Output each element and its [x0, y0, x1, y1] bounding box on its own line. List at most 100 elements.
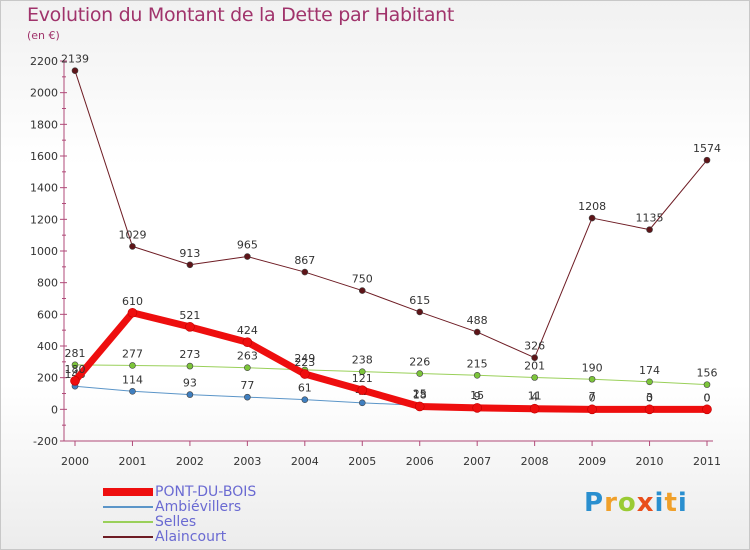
data-label-selles: 201: [524, 360, 545, 373]
data-point-alaincourt: [186, 261, 194, 269]
data-point-alaincourt: [358, 287, 366, 294]
data-point-selles: [416, 370, 424, 377]
data-label-selles: 249: [294, 352, 315, 365]
data-label-pont-du-bois: 0: [646, 391, 653, 404]
legend-label-selles: Selles: [155, 514, 197, 530]
data-label-alaincourt: 867: [294, 254, 315, 267]
y-tick-label: 1200: [30, 213, 58, 226]
y-tick-label: 1400: [30, 182, 58, 195]
data-label-pont-du-bois: 223: [294, 356, 315, 369]
series-line-pont-du-bois: [71, 309, 711, 413]
x-tick-label: 2001: [118, 455, 146, 468]
data-point-alaincourt: [129, 243, 136, 250]
data-point-pont-du-bois: [185, 322, 195, 332]
data-point-selles: [129, 362, 136, 369]
x-tick-label: 2011: [693, 455, 721, 468]
data-label-pont-du-bois: 521: [179, 309, 200, 322]
data-point-selles: [473, 371, 481, 379]
x-tick-label: 2007: [463, 455, 491, 468]
data-label-alaincourt: 1029: [118, 228, 146, 241]
data-point-ambi-villers: [358, 399, 366, 407]
data-label-ambi-villers: 3: [646, 391, 653, 404]
legend-label-ambievillers: Ambiévillers: [155, 499, 242, 515]
x-tick-label: 2006: [406, 455, 434, 468]
data-label-selles: 215: [467, 357, 488, 370]
legend-swatch-selles: [103, 521, 153, 523]
data-label-ambi-villers: 77: [240, 379, 254, 392]
data-point-selles: [186, 362, 194, 370]
data-label-selles: 238: [352, 354, 373, 367]
data-point-selles: [71, 361, 79, 369]
data-label-alaincourt: 750: [352, 273, 373, 286]
data-label-alaincourt: 1574: [693, 142, 721, 155]
data-point-alaincourt: [646, 226, 653, 233]
data-label-pont-du-bois: 18: [413, 388, 427, 401]
x-tick-label: 2003: [233, 455, 261, 468]
data-point-pont-du-bois: [529, 403, 540, 414]
data-label-alaincourt: 488: [467, 314, 488, 327]
data-point-pont-du-bois: [300, 369, 310, 379]
data-label-alaincourt: 2139: [61, 53, 89, 66]
data-label-alaincourt: 913: [179, 247, 200, 260]
data-label-alaincourt: 615: [409, 294, 430, 307]
legend-label-alaincourt: Alaincourt: [155, 529, 227, 545]
data-point-pont-du-bois: [357, 385, 368, 395]
data-point-selles: [244, 364, 251, 371]
data-point-ambi-villers: [244, 393, 251, 401]
data-label-ambi-villers: 25: [413, 387, 427, 400]
data-label-pont-du-bois: 9: [474, 390, 481, 403]
data-label-selles: 273: [179, 348, 200, 361]
y-tick-label: 600: [37, 308, 58, 321]
data-point-pont-du-bois: [644, 404, 655, 415]
x-tick-label: 2004: [291, 455, 319, 468]
proxiti-logo: Proxiti: [584, 488, 688, 518]
x-tick-label: 2000: [61, 455, 89, 468]
data-point-alaincourt: [703, 156, 711, 164]
data-label-pont-du-bois: 0: [704, 391, 711, 404]
data-point-pont-du-bois: [70, 376, 80, 386]
data-label-selles: 277: [122, 347, 143, 360]
data-label-pont-du-bois: 4: [531, 391, 538, 404]
data-label-selles: 174: [639, 364, 660, 377]
data-point-ambi-villers: [129, 387, 136, 395]
data-point-ambi-villers: [186, 391, 194, 398]
legend-swatch-pont-du-bois: [103, 488, 153, 496]
data-point-alaincourt: [301, 268, 309, 276]
data-point-alaincourt: [473, 328, 481, 336]
data-point-alaincourt: [244, 253, 251, 260]
data-point-alaincourt: [588, 214, 596, 222]
data-label-ambi-villers: 15: [470, 389, 484, 402]
data-label-ambi-villers: 11: [528, 390, 542, 403]
legend-swatch-alaincourt: [103, 536, 153, 538]
x-tick-label: 2009: [578, 455, 606, 468]
data-point-pont-du-bois: [472, 403, 482, 413]
data-label-pont-du-bois: 180: [65, 363, 86, 376]
data-label-ambi-villers: 7: [589, 390, 596, 403]
series-line-alaincourt: [74, 70, 708, 359]
data-label-selles: 281: [65, 347, 86, 360]
y-tick-label: 1800: [30, 118, 58, 131]
data-point-selles: [358, 368, 366, 375]
data-point-pont-du-bois: [414, 401, 425, 412]
data-label-ambi-villers: 61: [298, 382, 312, 395]
y-tick-label: 2200: [30, 55, 58, 68]
y-tick-label: -200: [33, 435, 58, 448]
x-tick-label: 2002: [176, 455, 204, 468]
data-label-selles: 190: [582, 361, 603, 374]
data-label-alaincourt: 326: [524, 340, 545, 353]
chart-subtitle: (en €): [27, 29, 60, 42]
data-point-selles: [646, 378, 653, 386]
data-label-selles: 226: [409, 356, 430, 369]
data-label-alaincourt: 1135: [636, 212, 664, 225]
chart-title: Evolution du Montant de la Dette par Hab…: [27, 4, 455, 26]
y-tick-label: 200: [37, 372, 58, 385]
y-tick-label: 1600: [30, 150, 58, 163]
data-point-pont-du-bois: [242, 337, 253, 348]
y-tick-label: 800: [37, 277, 58, 290]
data-label-ambi-villers: 0: [704, 391, 711, 404]
legend-swatch-ambievillers: [103, 506, 153, 508]
legend-label-pont-du-bois: PONT-DU-BOIS: [155, 484, 257, 500]
data-point-pont-du-bois: [127, 307, 138, 318]
data-point-ambi-villers: [301, 396, 309, 403]
